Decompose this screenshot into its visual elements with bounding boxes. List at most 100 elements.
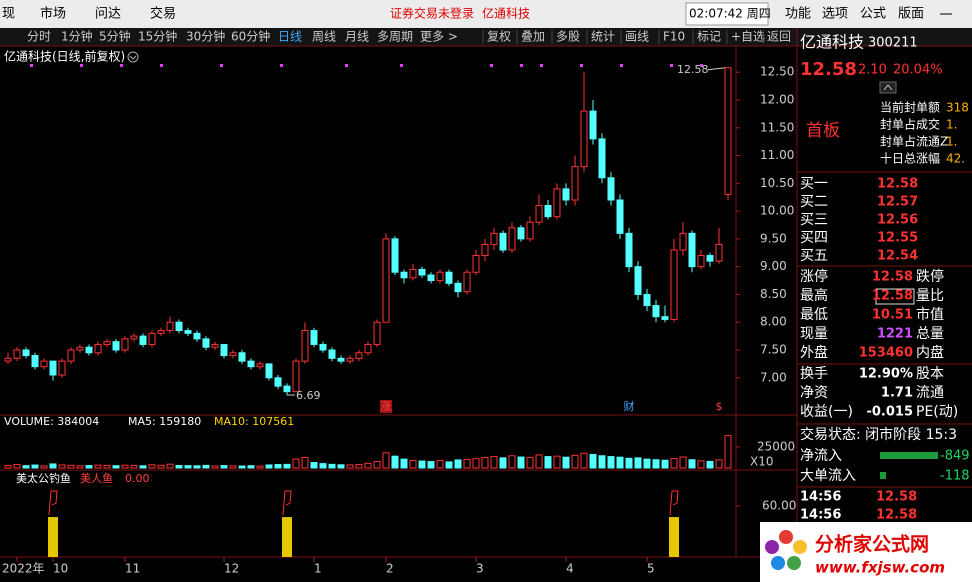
- x-tick-label: 10: [53, 562, 68, 576]
- event-marker[interactable]: 涨: [381, 400, 392, 413]
- price-change: 2.10: [858, 63, 887, 78]
- tool-button[interactable]: 叠加: [521, 30, 545, 44]
- expand-button[interactable]: [879, 81, 897, 94]
- tool-button[interactable]: F10: [663, 30, 685, 44]
- stat-label: 最低: [800, 307, 828, 323]
- candle-body: [319, 343, 327, 351]
- menu-item[interactable]: 市场: [40, 6, 66, 22]
- dropdown-icon[interactable]: [127, 51, 139, 63]
- indicator-value: 0.00: [125, 472, 150, 485]
- period-tab[interactable]: 分时: [27, 30, 51, 44]
- candle-body: [139, 335, 147, 345]
- volume-bar: [247, 465, 255, 469]
- finance-label: 股本: [916, 366, 944, 382]
- menu-item[interactable]: 现: [2, 7, 15, 22]
- candle-body: [697, 255, 705, 268]
- signal-dot: [400, 64, 403, 67]
- period-tab[interactable]: 周线: [312, 30, 336, 44]
- volume-bar: [166, 463, 174, 469]
- tick-price: 12.58: [876, 508, 917, 523]
- period-tab[interactable]: 60分钟: [231, 29, 270, 44]
- candle-body: [58, 360, 66, 376]
- tool-button[interactable]: 画线: [625, 30, 649, 44]
- menu-item[interactable]: 交易: [150, 6, 176, 22]
- volume-bar: [706, 460, 714, 469]
- candle-body: [292, 360, 300, 393]
- menu-item[interactable]: 公式: [860, 7, 886, 22]
- volume-bar: [202, 464, 210, 469]
- seal-label: 封单占流通Z: [880, 134, 948, 149]
- menu-item[interactable]: 版面: [898, 7, 924, 22]
- menu-item[interactable]: 功能: [785, 7, 811, 22]
- period-tab[interactable]: 更多 >: [420, 30, 458, 44]
- y-tick-label: 9.00: [760, 259, 787, 273]
- candle-body: [508, 227, 516, 251]
- signal-dot: [30, 64, 33, 67]
- period-tab[interactable]: 5分钟: [99, 29, 131, 44]
- y-tick-label: 25000: [757, 439, 795, 453]
- candle-body: [391, 238, 399, 273]
- period-tab[interactable]: 30分钟: [186, 29, 225, 44]
- y-tick-label: 10.00: [760, 204, 794, 218]
- event-marker-bg: [713, 400, 725, 413]
- candle-body: [301, 330, 309, 362]
- period-tab[interactable]: 15分钟: [138, 29, 177, 44]
- volume-bar: [508, 455, 516, 469]
- seal-value: 318: [946, 101, 969, 115]
- seal-value: 42.: [946, 152, 965, 166]
- watermark-url: www.fxjsw.com: [815, 559, 945, 577]
- volume-bar: [625, 457, 633, 469]
- volume-bar: [274, 464, 282, 469]
- signal-dot: [540, 64, 543, 67]
- event-marker[interactable]: $: [716, 400, 723, 413]
- candle-body: [130, 335, 138, 340]
- signal-dot: [670, 64, 673, 67]
- signal-dot: [160, 64, 163, 67]
- volume-bar: [76, 465, 84, 469]
- tool-button[interactable]: +自选: [731, 30, 765, 44]
- candle-body: [418, 268, 426, 276]
- volume-bar: [157, 464, 165, 469]
- volume-bar: [13, 463, 21, 469]
- tool-button[interactable]: 统计: [591, 30, 615, 44]
- volume-bar: [445, 461, 453, 469]
- volume-bar: [535, 454, 543, 469]
- period-tab[interactable]: 日线: [278, 30, 302, 44]
- menu-item[interactable]: 问达: [95, 7, 121, 22]
- menu-item[interactable]: 选项: [822, 7, 848, 22]
- trade-status: 交易状态: 闭市阶段 15:3: [800, 426, 957, 443]
- period-tab[interactable]: 月线: [345, 30, 369, 44]
- x-tick-label: 12: [224, 562, 239, 576]
- candle-body: [283, 385, 291, 393]
- bid-price: 12.57: [877, 195, 918, 210]
- volume-bar: [670, 458, 678, 469]
- ma10-label: MA10: 107561: [214, 415, 294, 428]
- volume-bar: [454, 459, 462, 469]
- fish-icon: [669, 490, 679, 516]
- candle-body: [94, 343, 102, 354]
- candle-body: [265, 363, 273, 379]
- highlight-box: [875, 288, 915, 305]
- stat-value: 1221: [877, 327, 913, 342]
- tick-price: 12.58: [876, 490, 917, 505]
- period-tab[interactable]: 1分钟: [61, 29, 93, 44]
- tool-button[interactable]: 标记: [697, 30, 721, 44]
- stat-label: 涨停: [800, 268, 828, 285]
- candle-body: [679, 232, 687, 251]
- stat-label: 跌停: [916, 268, 944, 285]
- tool-button[interactable]: 复权: [487, 30, 511, 44]
- period-tab[interactable]: 多周期: [377, 30, 413, 44]
- event-marker[interactable]: 财: [624, 399, 635, 413]
- tool-button[interactable]: 返回: [767, 30, 791, 44]
- tool-button[interactable]: 多股: [556, 30, 580, 44]
- volume-bar: [436, 460, 444, 469]
- candle-body: [166, 321, 174, 332]
- finance-value: -0.015: [866, 405, 913, 420]
- candle-body: [238, 352, 246, 362]
- candle-body: [220, 343, 228, 357]
- volume-bar: [382, 452, 390, 469]
- candle-body: [121, 338, 129, 351]
- volume-bar: [607, 456, 615, 469]
- watermark-logo: [765, 530, 807, 570]
